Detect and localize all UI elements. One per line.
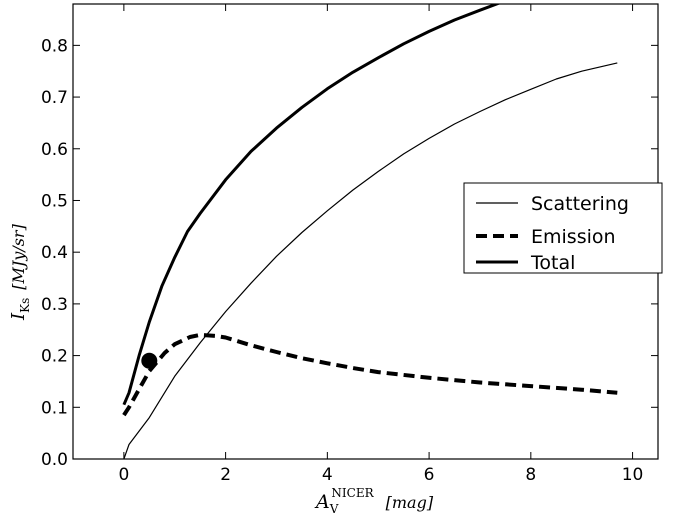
x-label-subscript: V — [329, 502, 339, 516]
x-tick-label: 6 — [424, 465, 435, 485]
series-layer — [122, 4, 618, 459]
legend-label-total: Total — [530, 252, 575, 274]
legend: Scattering Emission Total — [463, 182, 663, 274]
y-tick-label: 0.2 — [41, 347, 68, 367]
y-tick-label: 0.5 — [41, 191, 68, 211]
y-tick-label: 0.4 — [41, 243, 68, 263]
x-axis-label: AV NICER [mag] — [314, 486, 434, 516]
y-tick-label: 0.3 — [41, 295, 68, 315]
x-tick-label: 8 — [525, 465, 536, 485]
y-label-main: I — [8, 312, 29, 321]
y-tick-label: 0.0 — [41, 450, 68, 470]
series-line-total — [122, 4, 501, 406]
svg-text:IKs[MJy/sr]: IKs [MJy/sr] — [8, 223, 32, 321]
x-tick-label: 4 — [322, 465, 333, 485]
x-tick-label: 10 — [622, 465, 644, 485]
series-line-emission — [122, 332, 618, 417]
svg-text:AVNICER[mag]: AV NICER [mag] — [314, 486, 434, 516]
tick-layer: 0 2 4 6 8 10 0.0 0.1 0.2 0.3 0.4 0.5 0.6 0.7 0.8 — [41, 4, 658, 485]
x-label-main: A — [314, 491, 330, 513]
legend-box — [463, 182, 663, 274]
x-tick-label: 0 — [118, 465, 129, 485]
y-tick-label: 0.7 — [41, 88, 68, 108]
x-label-unit: [mag] — [386, 493, 434, 512]
y-tick-label: 0.1 — [41, 398, 68, 418]
y-tick-label: 0.6 — [41, 140, 68, 160]
data-point-marker — [141, 352, 158, 369]
legend-label-scattering: Scattering — [531, 193, 629, 215]
y-tick-label: 0.8 — [41, 36, 68, 56]
y-label-subscript: Ks — [18, 298, 32, 313]
legend-label-emission: Emission — [531, 226, 616, 248]
x-label-superscript: NICER — [331, 486, 374, 500]
y-axis-label: IKs [MJy/sr] — [8, 223, 32, 321]
y-label-unit: [MJy/sr] — [9, 223, 28, 289]
series-line-scattering — [123, 62, 618, 459]
x-tick-label: 2 — [220, 465, 231, 485]
